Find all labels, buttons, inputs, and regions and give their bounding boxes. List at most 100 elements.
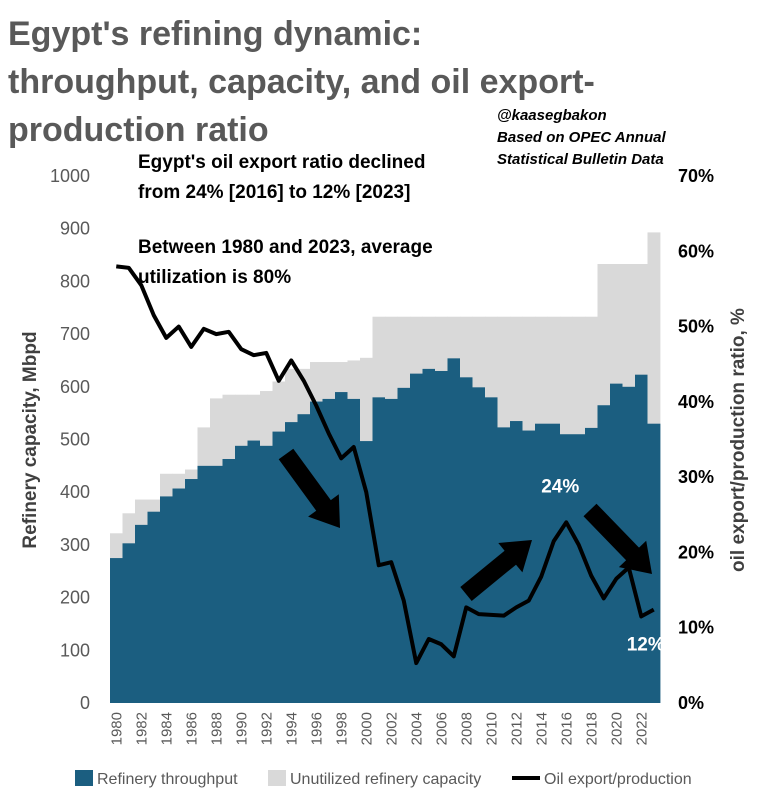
x-tick-1996: 1996 [308,712,325,745]
right-axis-label: oil export/production ratio, % [728,308,749,572]
legend-swatch-unutilized [268,770,286,786]
throughput-bar-2022 [635,374,648,703]
source-line-1: @kaasegbakon [497,107,607,124]
throughput-bar-2006 [435,370,448,703]
throughput-bar-2005 [422,368,436,703]
left-tick-900: 900 [60,219,90,239]
throughput-bar-1982 [135,524,148,703]
x-tick-2020: 2020 [608,712,625,745]
left-tick-600: 600 [60,377,90,397]
right-tick-40pct: 40% [678,392,714,412]
annotation-2-line-2: utilization is 80% [138,267,291,288]
source-line-2: Based on OPEC Annual [497,129,666,146]
throughput-bar-2013 [522,430,536,703]
throughput-bar-2019 [597,405,611,703]
throughput-bar-1980 [110,558,123,703]
x-tick-2014: 2014 [533,712,550,745]
x-tick-1994: 1994 [283,712,300,745]
throughput-bar-1994 [285,422,298,703]
x-tick-1988: 1988 [208,712,225,745]
right-tick-30pct: 30% [678,467,714,487]
x-tick-2016: 2016 [558,712,575,745]
throughput-bar-2015 [547,423,561,703]
right-tick-50pct: 50% [678,317,714,337]
x-tick-2012: 2012 [508,712,525,745]
title-line-3: production ratio [8,111,269,149]
bar-layer [110,232,661,703]
title-line-2: throughput, capacity, and oil export- [8,63,595,101]
left-tick-800: 800 [60,271,90,291]
throughput-bar-2001 [372,397,386,703]
left-tick-0: 0 [80,693,90,713]
throughput-bar-2018 [585,427,598,703]
throughput-bar-2023 [647,423,661,703]
throughput-bar-2014 [535,423,548,703]
throughput-bar-1987 [197,465,211,703]
throughput-bar-1991 [247,440,261,703]
left-tick-1000: 1000 [50,166,90,186]
right-tick-0pct: 0% [678,693,704,713]
x-tick-1982: 1982 [133,712,150,745]
x-tick-2010: 2010 [483,712,500,745]
x-tick-2002: 2002 [383,712,400,745]
export-ratio-line [116,264,655,666]
x-tick-2004: 2004 [408,712,425,745]
throughput-bar-1997 [322,398,336,703]
throughput-bar-2002 [385,398,398,703]
x-tick-1998: 1998 [333,712,350,745]
throughput-bar-1984 [160,496,173,703]
annotation-1-line-1: Egypt's oil export ratio declined [138,152,425,173]
arrow-rise [460,540,532,601]
x-tick-2006: 2006 [433,712,450,745]
arrow-decline-1 [278,448,340,528]
left-tick-100: 100 [60,640,90,660]
legend-label-export: Oil export/production [544,771,692,788]
x-tick-1984: 1984 [158,712,175,745]
throughput-bar-1985 [172,488,186,703]
throughput-bar-1988 [210,465,223,703]
title-line-1: Egypt's refining dynamic: [8,15,423,53]
tick-layer: 0 100 200 300 400 500 600 700 800 900 1000 0% 10% 20%… [50,166,714,745]
left-tick-500: 500 [60,430,90,450]
left-tick-200: 200 [60,588,90,608]
source-note: @kaasegbakon Based on OPEC Annual Statis… [497,105,666,171]
legend-label-unutilized: Unutilized refinery capacity [290,771,481,788]
left-axis-label: Refinery capacity, Mbpd [20,331,41,548]
data-label-24: 24% [541,476,579,497]
throughput-bar-2008 [460,377,473,703]
x-tick-2008: 2008 [458,712,475,745]
throughput-bar-2009 [472,387,486,703]
throughput-bar-1989 [222,458,236,703]
throughput-bar-2007 [447,358,461,703]
throughput-bar-1993 [272,431,286,703]
x-tick-1992: 1992 [258,712,275,745]
legend-swatch-throughput [75,770,93,786]
x-tick-1986: 1986 [183,712,200,745]
left-tick-700: 700 [60,324,90,344]
right-tick-60pct: 60% [678,241,714,261]
throughput-bar-1999 [347,398,361,703]
throughput-bar-1990 [235,445,248,703]
legend-label-throughput: Refinery throughput [97,771,238,788]
throughput-bar-1983 [147,511,161,703]
throughput-bar-1981 [122,543,136,703]
annotation-2-line-1: Between 1980 and 2023, average [138,237,433,258]
line-layer [116,264,655,666]
left-tick-400: 400 [60,482,90,502]
throughput-bar-2004 [410,373,423,703]
arrow-decline-2 [583,503,652,574]
left-tick-300: 300 [60,535,90,555]
annotation-1-line-2: from 24% [2016] to 12% [2023] [138,182,410,203]
right-tick-10pct: 10% [678,618,714,638]
data-label-12: 12% [627,635,665,656]
throughput-bar-1998 [335,392,348,703]
legend: Refinery throughput Unutilized refinery … [75,770,692,788]
right-tick-20pct: 20% [678,542,714,562]
throughput-bar-2017 [572,434,586,703]
x-tick-2018: 2018 [583,712,600,745]
x-tick-1980: 1980 [108,712,125,745]
right-tick-70pct: 70% [678,166,714,186]
source-line-3: Statistical Bulletin Data [497,151,664,168]
throughput-bar-1996 [310,401,323,703]
